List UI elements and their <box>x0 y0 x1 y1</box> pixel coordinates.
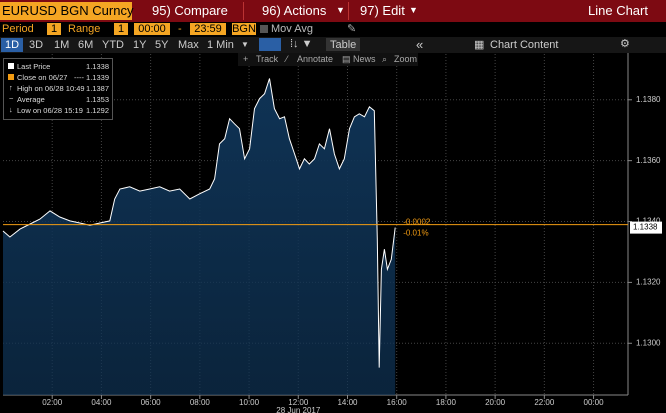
y-tick-label: 1.1320 <box>636 278 661 287</box>
x-tick-label: 10:00 <box>239 398 260 407</box>
interval[interactable]: 1 Min <box>207 39 234 51</box>
range-button[interactable]: 1Y <box>133 39 147 51</box>
x-tick-label: 12:00 <box>288 398 309 407</box>
end-time[interactable]: 23:59 <box>190 23 226 35</box>
period-input[interactable]: 1 <box>47 23 61 35</box>
stat-value: 1.1387 <box>86 84 109 93</box>
range-button[interactable]: 3D <box>29 39 44 51</box>
x-tick-label: 06:00 <box>141 398 162 407</box>
legend: Last Price 1.1338 Close on 06/27 ---- 1.… <box>3 58 113 120</box>
change-annotation: -0.0002 <box>403 218 431 227</box>
menu-item[interactable]: 97) Edit <box>360 3 405 18</box>
x-tick-label: 00:00 <box>584 398 605 407</box>
x-tick-label: 22:00 <box>534 398 555 407</box>
range-label: Range <box>68 23 101 35</box>
stat-value: 1.1353 <box>86 95 109 104</box>
table-button[interactable]: Table <box>330 39 357 51</box>
tool[interactable]: Zoom <box>394 54 418 64</box>
mov-avg[interactable]: Mov Avg <box>271 23 313 35</box>
y-tick-label: 1.1300 <box>636 338 661 347</box>
tools: + Track ⁄ Annotate ▤ News ⌕ Zoom <box>0 53 666 66</box>
change-annotation: -0.01% <box>403 229 428 238</box>
dash: - <box>178 23 182 35</box>
x-tick-label: 08:00 <box>190 398 211 407</box>
title-bar: EURUSD BGN Curncy 95) Compare 96) Action… <box>0 0 666 22</box>
stat-value: 1.1339 <box>86 73 109 82</box>
last-price-label: 1.1338 <box>633 223 658 232</box>
last-price-tag <box>630 221 662 234</box>
y-tick-label: 1.1360 <box>636 156 661 165</box>
stat-label: Close on 06/27 <box>17 73 68 82</box>
menu-item[interactable]: 96) Actions <box>262 3 327 18</box>
range-button[interactable]: Max <box>178 39 199 51</box>
period-label: Period <box>2 23 34 35</box>
x-tick-label: 18:00 <box>436 398 457 407</box>
x-tick-label: 14:00 <box>337 398 358 407</box>
view-name: Line Chart <box>588 3 648 18</box>
x-tick-label: 20:00 <box>485 398 506 407</box>
range-input[interactable]: 1 <box>114 23 128 35</box>
range-button[interactable]: 6M <box>78 39 94 51</box>
tool[interactable]: News <box>353 54 376 64</box>
area <box>3 78 396 395</box>
tool[interactable]: Annotate <box>297 54 334 64</box>
stat-value: 1.1292 <box>86 106 109 115</box>
range-button[interactable]: 1D <box>1 38 23 52</box>
x-tick-label: 16:00 <box>387 398 408 407</box>
tool[interactable]: Track <box>256 54 279 64</box>
range-button[interactable]: 1M <box>54 39 70 51</box>
x-tick-label: 04:00 <box>91 398 112 407</box>
x-axis-label: 28 Jun 2017 <box>276 406 321 413</box>
x-tick-label: 02:00 <box>42 398 63 407</box>
stat-label: Last Price <box>17 62 51 71</box>
line <box>2 78 396 368</box>
y-tick-label: 1.1340 <box>636 217 661 226</box>
chart-content[interactable]: Chart Content <box>490 39 559 51</box>
stat-label: Low on 06/28 15:19 <box>17 106 83 115</box>
menu-item[interactable]: 95) Compare <box>152 3 228 18</box>
toolbar: 1D 3D 1M 6M YTD 1Y 5Y Max 1 Min ▼ ⁞↓ ▼ T… <box>0 37 666 53</box>
controls: Period 1 Range 1 00:00 - 23:59 BGN Mov A… <box>0 22 666 37</box>
range-button[interactable]: 5Y <box>155 39 169 51</box>
range-button[interactable]: YTD <box>102 39 124 51</box>
security[interactable]: EURUSD BGN Curncy <box>0 2 134 20</box>
stat-label: High on 06/28 10:49 <box>17 84 85 93</box>
stat-value: 1.1338 <box>86 62 109 71</box>
start-time[interactable]: 00:00 <box>134 23 170 35</box>
source[interactable]: BGN <box>232 23 256 35</box>
y-tick-label: 1.1380 <box>636 95 661 104</box>
stat-label: Average <box>17 95 45 104</box>
